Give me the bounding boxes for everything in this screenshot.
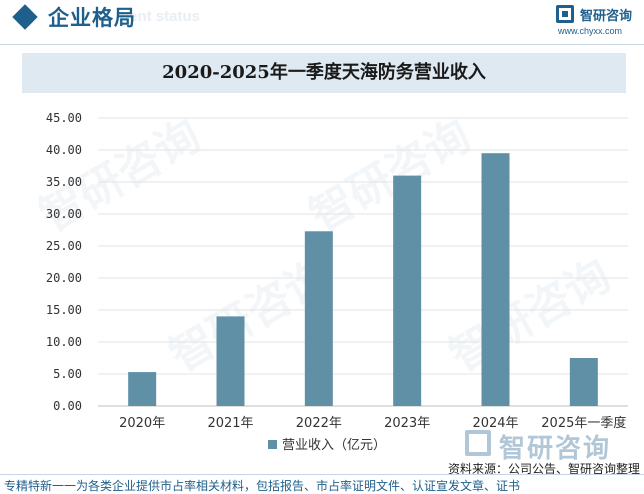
header-bar: nent status 企业格局 [0, 0, 644, 45]
footer-note: 专精特新一一为各类企业提供市占率相关材料，包括报告、市占率证明文件、认证宣发文章… [4, 479, 521, 493]
bottom-logo-brand: 智研咨询 [499, 434, 612, 464]
y-tick-label: 30.00 [46, 207, 82, 221]
brand-logo: 智研咨询 www.chyxx.com [556, 5, 640, 37]
footer-divider [0, 474, 644, 475]
bar [216, 316, 245, 406]
logo-url-text: www.chyxx.com [558, 26, 623, 36]
header-divider [0, 44, 644, 45]
y-tick-label: 25.00 [46, 239, 82, 253]
source-note: 资料来源：公司公告、智研咨询整理 [447, 462, 640, 476]
y-tick-label: 40.00 [46, 143, 82, 157]
y-tick-label: 5.00 [53, 367, 82, 381]
logo-icon [465, 430, 491, 456]
bar [393, 175, 422, 406]
y-tick-label: 15.00 [46, 303, 82, 317]
bars [128, 153, 598, 406]
x-axis-ticks: 2020年 2021年 2022年 2023年 2024年 2025年一季度 [119, 415, 626, 431]
bar [128, 372, 157, 406]
chart-title: 2020-2025年一季度天海防务营业收入 [162, 62, 486, 83]
header-ghost-text: nent status [120, 8, 201, 25]
x-tick-label: 2022年 [296, 416, 342, 431]
x-tick-label: 2024年 [472, 416, 518, 431]
x-tick-label: 2020年 [119, 416, 165, 431]
y-tick-label: 45.00 [46, 111, 82, 125]
chart-title-band: 2020-2025年一季度天海防务营业收入 [22, 53, 626, 93]
x-tick-label: 2023年 [384, 416, 430, 431]
grid-lines [98, 117, 628, 407]
y-tick-label: 0.00 [53, 399, 82, 413]
bar [481, 153, 510, 406]
bar [304, 231, 333, 406]
y-axis-ticks: 45.00 40.00 35.00 30.00 25.00 20.00 15.00 10.00… [46, 111, 82, 413]
legend-label: 营业收入（亿元） [282, 438, 386, 453]
x-tick-label: 2021年 [207, 416, 253, 431]
logo-icon [556, 5, 574, 23]
y-tick-label: 20.00 [46, 271, 82, 285]
legend-swatch [268, 440, 277, 449]
logo-brand-text: 智研咨询 [580, 9, 633, 24]
bottom-watermark-logo: 智研咨询 [465, 428, 644, 464]
x-tick-label: 2025年一季度 [541, 415, 626, 431]
y-tick-label: 35.00 [46, 175, 82, 189]
y-tick-label: 10.00 [46, 335, 82, 349]
legend: 营业收入（亿元） [268, 438, 386, 453]
bar [569, 358, 598, 406]
section-title: 企业格局 [48, 6, 136, 30]
